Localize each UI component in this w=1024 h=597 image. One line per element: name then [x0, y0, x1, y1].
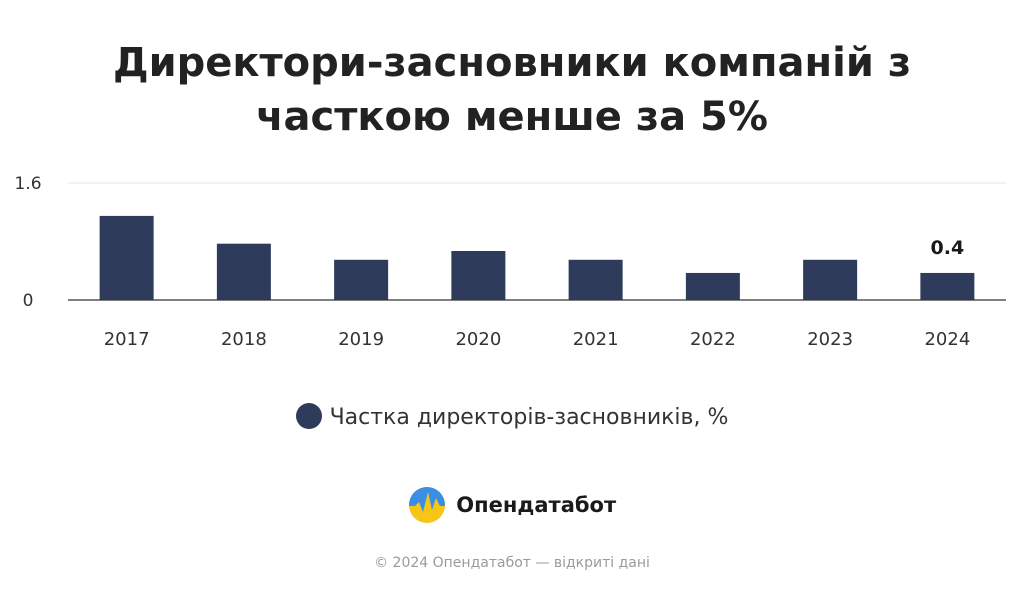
bar [920, 272, 975, 300]
brand-name: Опендатабот [456, 493, 617, 517]
x-tick-label: 2017 [104, 329, 150, 350]
x-tick-label: 2023 [807, 329, 853, 350]
chart-title-line-1: Директори-засновники компаній з [112, 40, 912, 86]
x-tick-label: 2019 [338, 329, 384, 350]
x-tick-label: 2024 [924, 329, 970, 350]
y-tick-label: 1.6 [14, 174, 41, 194]
bar [216, 243, 271, 300]
legend-marker [295, 403, 322, 429]
y-tick-label: 0 [23, 291, 34, 311]
x-tick-label: 2018 [221, 329, 267, 350]
bar [568, 259, 623, 300]
x-tick-label: 2021 [573, 329, 619, 350]
chart-legend[interactable]: Частка директорів-засновників, % [0, 402, 1024, 434]
chart-title-line-2: часткою менше за 5% [256, 94, 768, 140]
bar [334, 259, 389, 300]
bar [685, 272, 740, 300]
x-tick-label: 2020 [455, 329, 501, 350]
bar [99, 215, 154, 300]
chart-title: Директори-засновники компаній з часткою … [0, 36, 1024, 144]
bar [451, 251, 506, 300]
bar-chart: 0 1.6 2017 2018 2019 2020 2021 2022 2023 2024 0.4 [14, 174, 1006, 350]
data-label: 0.4 [931, 237, 965, 259]
bar [803, 259, 858, 300]
legend-label: Частка директорів-засновників, % [329, 405, 729, 430]
footer-copyright: © 2024 Опендатабот — відкриті дані [374, 555, 650, 571]
opendatabot-logo-icon [408, 487, 445, 523]
brand[interactable]: Опендатабот [0, 486, 1024, 524]
x-tick-label: 2022 [690, 329, 736, 350]
